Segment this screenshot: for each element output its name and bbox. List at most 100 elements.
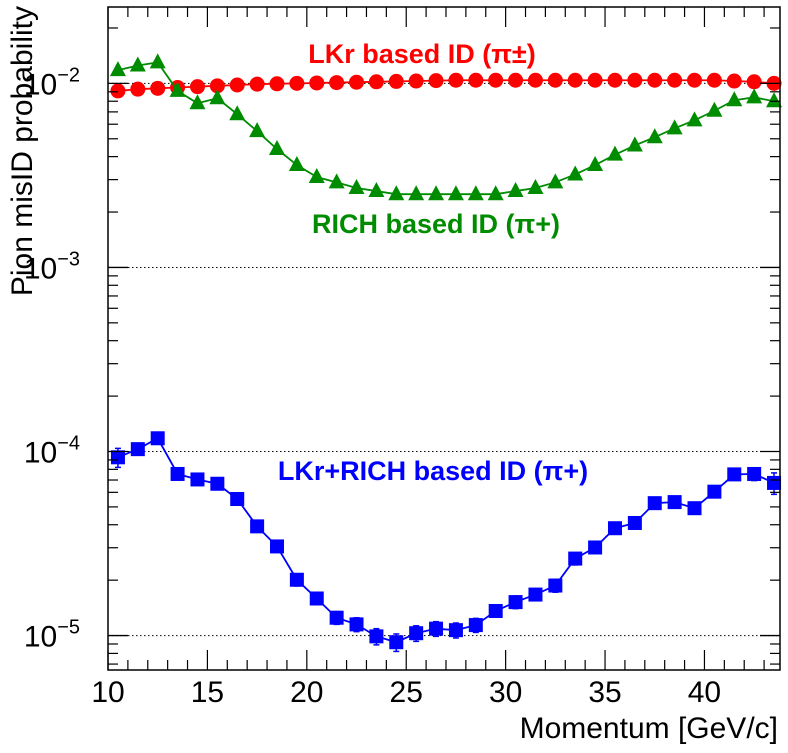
rich-annotation: RICH based ID (π+) bbox=[312, 209, 560, 239]
data-point bbox=[606, 145, 623, 161]
data-point bbox=[667, 72, 683, 88]
data-point bbox=[429, 621, 444, 636]
x-tick-label: 25 bbox=[390, 676, 423, 709]
data-point bbox=[368, 74, 384, 90]
data-point bbox=[488, 603, 503, 618]
data-point bbox=[289, 572, 304, 587]
data-point bbox=[587, 72, 603, 88]
data-point bbox=[249, 76, 265, 92]
data-point bbox=[687, 501, 702, 516]
data-point bbox=[408, 73, 424, 89]
data-point bbox=[767, 475, 782, 490]
data-point bbox=[149, 53, 166, 69]
x-tick-label: 40 bbox=[688, 676, 721, 709]
y-tick-label: 10−4 bbox=[24, 433, 80, 470]
y-tick-exponent: −4 bbox=[57, 433, 80, 455]
data-point bbox=[150, 431, 165, 446]
data-point bbox=[488, 72, 504, 88]
series-2 bbox=[110, 431, 782, 653]
data-point bbox=[190, 472, 205, 487]
data-point bbox=[766, 92, 783, 108]
y-tick-label: 10−3 bbox=[24, 248, 80, 285]
x-tick-label: 30 bbox=[489, 676, 522, 709]
data-point bbox=[309, 591, 324, 606]
data-point bbox=[130, 442, 145, 457]
data-point bbox=[527, 72, 543, 88]
data-point bbox=[308, 168, 325, 184]
data-point bbox=[229, 77, 245, 93]
data-point bbox=[647, 496, 662, 511]
data-point bbox=[369, 629, 384, 644]
data-point bbox=[726, 91, 743, 107]
x-tick-label: 35 bbox=[588, 676, 621, 709]
data-point bbox=[110, 450, 125, 465]
data-point bbox=[368, 182, 385, 198]
y-tick-label: 10−2 bbox=[24, 64, 80, 101]
data-point bbox=[528, 587, 543, 602]
axis-ticks: 10−510−410−310−210 15 20 25 30 35 40 bbox=[24, 7, 780, 709]
x-axis-label: Momentum [GeV/c] bbox=[520, 712, 778, 745]
data-point bbox=[170, 466, 185, 481]
data-point bbox=[468, 618, 483, 633]
data-point bbox=[328, 173, 345, 189]
x-tick-label: 10 bbox=[91, 676, 124, 709]
x-tick-label: 15 bbox=[191, 676, 224, 709]
data-point bbox=[408, 185, 425, 201]
data-series bbox=[109, 53, 783, 653]
data-point bbox=[329, 610, 344, 625]
data-point bbox=[627, 515, 642, 530]
data-point bbox=[289, 75, 305, 91]
data-point bbox=[210, 476, 225, 491]
lkr-annotation: LKr based ID (π±) bbox=[308, 39, 536, 69]
data-point bbox=[448, 623, 463, 638]
data-point bbox=[229, 105, 246, 121]
y-tick-label: 10−5 bbox=[24, 617, 80, 654]
data-point bbox=[269, 76, 285, 92]
data-point bbox=[646, 128, 663, 144]
data-point bbox=[746, 88, 763, 104]
data-point bbox=[389, 635, 404, 650]
data-point bbox=[746, 74, 762, 90]
data-point bbox=[348, 179, 365, 195]
lkr-rich-annotation: LKr+RICH based ID (π+) bbox=[278, 456, 588, 486]
data-point bbox=[129, 56, 146, 72]
data-point bbox=[686, 111, 703, 127]
data-point bbox=[110, 83, 126, 99]
data-point bbox=[548, 578, 563, 593]
data-point bbox=[747, 466, 762, 481]
data-point bbox=[447, 185, 464, 201]
plot-frame bbox=[107, 6, 781, 671]
y-tick-exponent: −3 bbox=[57, 248, 80, 270]
data-point bbox=[349, 617, 364, 632]
grid-lines bbox=[108, 82, 780, 637]
series-line bbox=[117, 437, 775, 644]
y-tick-base: 10 bbox=[24, 621, 57, 654]
data-point bbox=[567, 72, 583, 88]
data-point bbox=[568, 551, 583, 566]
data-point bbox=[607, 72, 623, 88]
data-point bbox=[288, 156, 305, 172]
data-point bbox=[666, 119, 683, 135]
data-point bbox=[547, 72, 563, 88]
data-point bbox=[487, 185, 504, 201]
data-point bbox=[627, 72, 643, 88]
y-tick-base: 10 bbox=[24, 252, 57, 285]
y-tick-base: 10 bbox=[24, 437, 57, 470]
y-tick-exponent: −2 bbox=[57, 64, 80, 86]
y-tick-exponent: −5 bbox=[57, 617, 80, 639]
data-point bbox=[428, 73, 444, 89]
data-point bbox=[209, 78, 225, 94]
data-point bbox=[230, 492, 245, 507]
data-point bbox=[189, 79, 205, 95]
series-line bbox=[117, 61, 775, 196]
data-point bbox=[507, 182, 524, 198]
data-point bbox=[727, 467, 742, 482]
data-point bbox=[527, 179, 544, 195]
data-point bbox=[268, 140, 285, 156]
data-point bbox=[588, 540, 603, 555]
data-point bbox=[607, 521, 622, 536]
data-point bbox=[706, 101, 723, 117]
data-point bbox=[269, 539, 284, 554]
data-point bbox=[250, 519, 265, 534]
data-point bbox=[508, 595, 523, 610]
